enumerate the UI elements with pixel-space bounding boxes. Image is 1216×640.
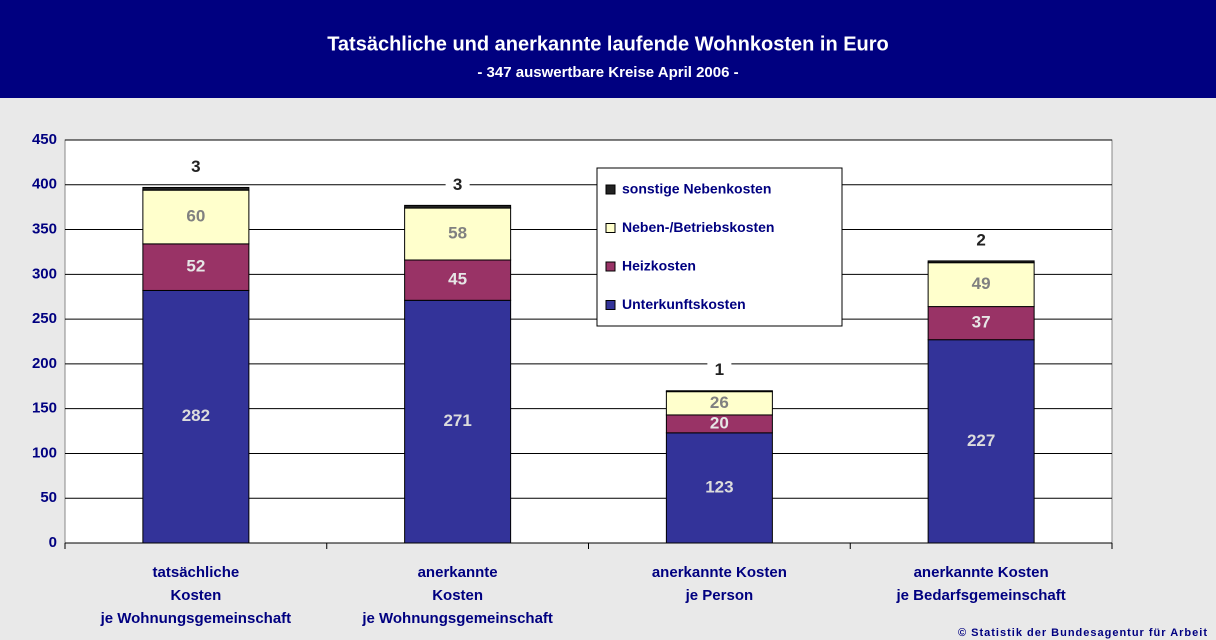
label-backdrop: [969, 230, 994, 251]
x-tick-label: Kosten: [170, 587, 221, 604]
legend-swatch: [605, 223, 616, 233]
y-tick-label: 150: [32, 400, 57, 417]
bar-segment: [404, 259, 512, 301]
data-label: 37: [972, 313, 991, 332]
x-tick-label: je Person: [685, 587, 754, 604]
y-tick-label: 100: [32, 444, 57, 461]
data-label: 58: [448, 224, 467, 243]
bar-segment: [665, 390, 773, 393]
chart-subtitle: - 347 auswertbare Kreise April 2006 -: [477, 64, 738, 81]
data-label: 123: [705, 477, 733, 496]
label-backdrop: [445, 175, 470, 196]
data-label: 20: [710, 413, 729, 432]
x-tick-label: je Wohnungsgemeinschaft: [361, 610, 553, 627]
bar-segment: [142, 289, 250, 544]
y-tick-label: 300: [32, 265, 57, 282]
data-label: 3: [191, 157, 200, 176]
y-tick-label: 250: [32, 310, 57, 327]
y-tick-label: 400: [32, 176, 57, 193]
x-tick-label: Kosten: [432, 587, 483, 604]
data-label: 26: [710, 393, 729, 412]
bar-segment: [404, 204, 512, 209]
label-backdrop: [183, 157, 208, 178]
bar-segment: [927, 262, 1035, 308]
source-note: © Statistik der Bundesagentur für Arbeit: [958, 627, 1208, 639]
x-tick-label: anerkannte Kosten: [914, 564, 1049, 581]
x-tick-label: tatsächliche: [153, 564, 240, 581]
bar-segment: [142, 186, 250, 191]
data-label: 1: [715, 360, 724, 379]
x-tick-label: je Bedarfsgemeinschaft: [896, 587, 1066, 604]
bar-segment: [927, 260, 1035, 264]
data-label: 49: [972, 274, 991, 293]
title-banner: [0, 0, 1216, 98]
chart-title: Tatsächliche und anerkannte laufende Woh…: [327, 33, 889, 55]
bar-segment: [404, 207, 512, 261]
data-label: 271: [443, 411, 471, 430]
y-tick-label: 450: [32, 131, 57, 148]
x-tick-label: je Wohnungsgemeinschaft: [100, 610, 292, 627]
y-tick-label: 350: [32, 221, 57, 238]
legend-swatch: [605, 184, 616, 195]
bar-segment: [927, 306, 1035, 341]
x-tick-label: anerkannte: [418, 564, 498, 581]
y-tick-label: 200: [32, 355, 57, 372]
data-label: 2: [976, 230, 985, 249]
y-tick-label: 0: [49, 534, 57, 551]
data-label: 227: [967, 431, 995, 450]
legend-box: [596, 167, 843, 327]
data-label: 45: [448, 270, 467, 289]
x-tick-label: anerkannte Kosten: [652, 564, 787, 581]
legend-label: Unterkunftskosten: [622, 296, 746, 312]
bar-segment: [142, 243, 250, 291]
data-label: 60: [186, 207, 205, 226]
legend-swatch: [605, 261, 616, 272]
bar-segment: [665, 432, 773, 544]
label-backdrop: [707, 360, 732, 381]
legend-label: Neben-/Betriebskosten: [622, 219, 774, 235]
legend-label: Heizkosten: [622, 258, 696, 274]
data-label: 52: [186, 257, 205, 276]
y-tick-label: 50: [40, 489, 57, 506]
data-label: 282: [182, 406, 210, 425]
bar-segment: [927, 339, 1035, 544]
data-label: 3: [453, 175, 462, 194]
legend-swatch: [605, 300, 616, 310]
legend-label: sonstige Nebenkosten: [622, 181, 771, 197]
